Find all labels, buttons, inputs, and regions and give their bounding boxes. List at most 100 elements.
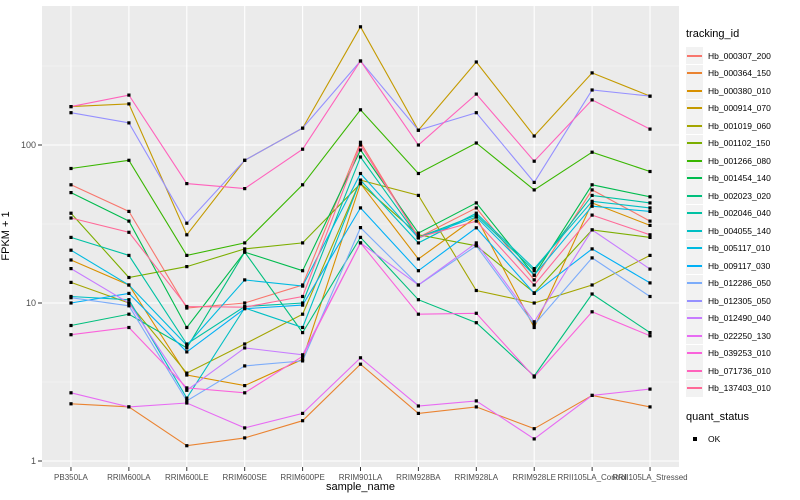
legend-entry-label: Hb_004055_140 xyxy=(708,225,771,236)
data-point-marker xyxy=(185,396,189,400)
data-point-marker xyxy=(532,323,536,327)
data-point-marker xyxy=(416,404,420,408)
data-point-marker xyxy=(127,253,131,257)
legend-entry: Hb_012305_050 xyxy=(686,292,800,310)
data-point-marker xyxy=(590,183,594,187)
data-point-marker xyxy=(590,213,594,217)
data-point-marker xyxy=(127,325,131,330)
legend-entry: Hb_005117_010 xyxy=(686,239,800,258)
data-point-marker xyxy=(474,201,478,205)
data-point-marker xyxy=(532,180,536,184)
data-point-marker xyxy=(474,219,478,223)
legend-key-swatch xyxy=(686,134,703,152)
legend-key-line xyxy=(687,177,702,180)
data-point-marker xyxy=(185,265,189,269)
legend-key-swatch xyxy=(686,169,703,187)
y-tick-label: 1 xyxy=(31,456,36,466)
data-point-marker xyxy=(416,241,420,245)
legend-entry-label: Hb_071736_010 xyxy=(708,365,771,376)
legend-title-tracking-id: tracking_id xyxy=(686,28,740,40)
data-point-marker xyxy=(69,296,73,300)
legend-key-line xyxy=(687,369,702,372)
data-point-marker xyxy=(185,399,189,403)
y-tick-label: 100 xyxy=(21,140,36,150)
legend-key-line xyxy=(687,89,702,92)
legend-key-swatch xyxy=(686,99,703,117)
legend-entry: Hb_012490_040 xyxy=(686,309,800,328)
data-point-marker xyxy=(358,235,363,239)
data-point-marker xyxy=(474,405,478,409)
legend-entry-label: Hb_012305_050 xyxy=(708,295,771,306)
legend-title-quant-status: quant_status xyxy=(686,411,749,423)
legend-key-swatch xyxy=(686,82,703,100)
data-point-marker xyxy=(301,359,305,363)
legend-key-line xyxy=(687,317,702,320)
data-point-marker xyxy=(243,346,247,350)
data-point-marker xyxy=(69,258,73,262)
data-point-marker xyxy=(474,141,478,145)
legend-entry-label: Hb_001266_080 xyxy=(708,155,771,166)
data-point-marker xyxy=(185,373,189,377)
legend-entry-label: Hb_002046_040 xyxy=(708,208,771,219)
data-point-marker xyxy=(532,320,536,324)
data-point-marker xyxy=(474,215,478,219)
legend-entry-label: Hb_000364_150 xyxy=(708,68,771,79)
legend-entry-label: Hb_001454_140 xyxy=(708,173,771,184)
data-point-marker xyxy=(127,275,131,280)
data-point-marker xyxy=(358,206,363,210)
data-point-marker xyxy=(358,182,363,186)
legend-key-line xyxy=(687,334,702,337)
legend-key-swatch xyxy=(686,309,703,327)
legend-entry: Hb_002023_020 xyxy=(686,187,800,205)
legend-entry: Hb_000364_150 xyxy=(686,64,800,83)
data-point-marker xyxy=(532,134,536,138)
data-point-marker xyxy=(532,188,536,192)
legend-entry-label: Hb_039253_010 xyxy=(708,348,771,359)
data-point-marker xyxy=(474,241,478,245)
legend-entry-label: Hb_001019_060 xyxy=(708,120,771,131)
data-point-marker xyxy=(532,291,536,295)
data-point-marker xyxy=(358,155,363,159)
data-point-marker xyxy=(301,269,305,273)
data-point-marker xyxy=(648,201,652,205)
data-point-marker xyxy=(532,269,536,273)
data-point-marker xyxy=(590,98,594,102)
data-point-marker xyxy=(127,283,131,287)
legend-key-swatch xyxy=(686,64,703,82)
data-point-marker xyxy=(532,273,536,277)
data-point-marker xyxy=(416,171,420,176)
data-point-marker xyxy=(532,283,536,287)
data-point-marker xyxy=(416,312,420,316)
data-point-marker xyxy=(648,387,652,391)
x-tick-label: RRIM600LE xyxy=(165,473,209,482)
legend-key-swatch xyxy=(686,204,703,222)
data-point-marker xyxy=(590,71,594,75)
data-point-marker xyxy=(185,221,189,225)
data-point-marker xyxy=(590,193,594,197)
legend: tracking_id Hb_000307_200 Hb_000364_150 Hb… xyxy=(686,28,800,448)
legend-entry: Hb_001266_080 xyxy=(686,152,800,170)
legend-key-line xyxy=(687,107,702,110)
data-point-marker xyxy=(69,235,73,239)
data-point-marker xyxy=(243,426,247,430)
data-point-marker xyxy=(301,354,305,358)
data-point-marker xyxy=(648,169,652,174)
data-point-marker xyxy=(532,159,536,163)
data-point-marker xyxy=(127,121,131,125)
data-point-marker xyxy=(590,199,594,203)
legend-entry: Hb_000380_010 xyxy=(686,82,800,100)
data-point-marker xyxy=(185,371,189,375)
legend-key-swatch xyxy=(686,327,703,345)
data-point-marker xyxy=(416,128,420,132)
data-point-marker xyxy=(358,362,363,366)
data-point-marker xyxy=(590,88,594,92)
data-point-marker xyxy=(474,288,478,293)
data-point-marker xyxy=(532,427,536,431)
data-point-marker xyxy=(648,127,652,131)
data-point-marker xyxy=(358,143,363,147)
x-axis-title: sample_name xyxy=(325,481,396,493)
data-point-marker xyxy=(69,191,73,195)
legend-key-swatch xyxy=(686,222,703,240)
data-point-marker xyxy=(648,235,652,239)
data-point-marker xyxy=(69,391,73,395)
